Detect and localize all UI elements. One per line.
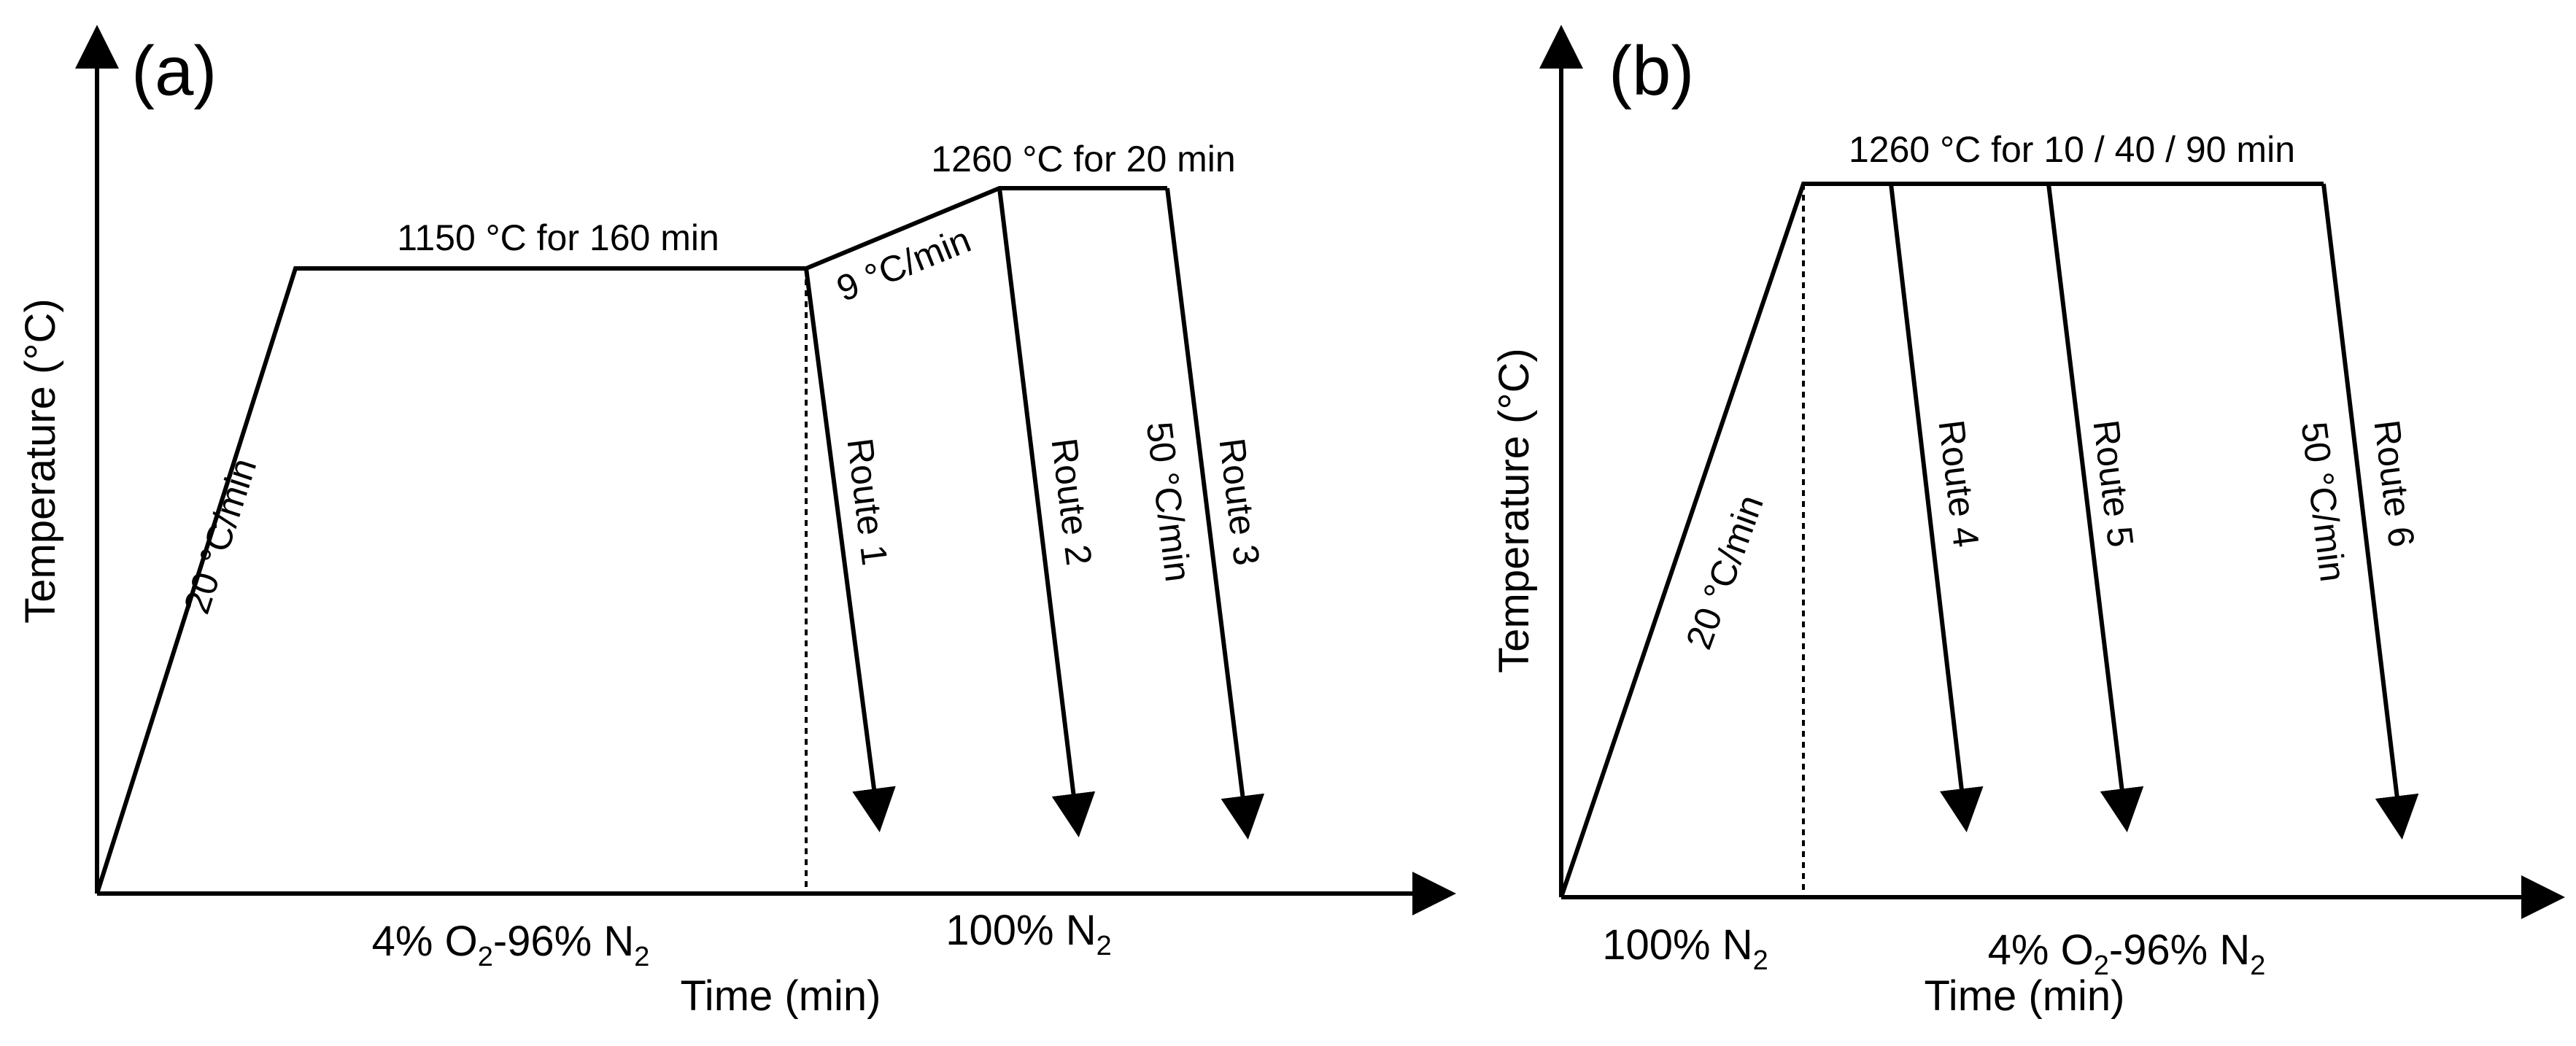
panel-a-route-2-label: Route 2 <box>1043 436 1099 568</box>
panel-a-x-axis-title: Time (min) <box>681 972 881 1020</box>
panel-b-route-5-label: Route 5 <box>2085 418 2141 550</box>
panel-b-route-6-label: Route 6 <box>2366 418 2422 550</box>
panel-a-label: (a) <box>131 32 217 110</box>
panel-b-hold-label: 1260 °C for 10 / 40 / 90 min <box>1849 129 2295 170</box>
panel-a-atmosphere-1: 4% O2-96% N2 <box>372 918 650 972</box>
panel-a-hold-1-label: 1150 °C for 160 min <box>397 217 719 258</box>
panel-b-route-4-label: Route 4 <box>1930 418 1987 550</box>
panel-a-ramp-rate-label: 9 °C/min <box>831 219 976 309</box>
panel-a-route-1-label: Route 1 <box>839 436 895 568</box>
panel-a-route-2-arrow <box>997 187 1096 837</box>
panel-b-route-4-arrow <box>1889 183 1984 832</box>
panel-b-x-axis-title: Time (min) <box>1925 972 2125 1020</box>
panel-b-temperature-profile <box>1559 182 2324 898</box>
panel-a-atmosphere-2: 100% N2 <box>945 907 1111 961</box>
panel-a-temperature-profile <box>95 186 1167 894</box>
panel-a-y-axis-title: Temperature (°C) <box>17 298 64 623</box>
panel-a-route-3-arrow <box>1165 187 1265 840</box>
panel-a-route-1-arrow <box>804 268 896 832</box>
panel-b-route-6-arrow <box>2321 183 2419 840</box>
panel-b-y-axis-title: Temperature (°C) <box>1490 348 1538 673</box>
panel-b: (b) Temperature (°C) Time (min) 20 °C/mi… <box>1490 25 2565 1020</box>
panel-b-atmosphere-2: 4% O2-96% N2 <box>1988 926 2266 981</box>
panel-b-label: (b) <box>1609 32 1694 110</box>
panel-a-route-3-label: Route 3 <box>1211 436 1267 568</box>
panel-a-cooling-rate-label: 50 °C/min <box>1139 419 1199 584</box>
panel-b-cooling-rate-label: 50 °C/min <box>2294 419 2353 584</box>
panel-a-heating-rate-label: 20 °C/min <box>176 453 264 619</box>
panel-b-route-5-arrow <box>2046 183 2144 832</box>
panel-a-hold-2-label: 1260 °C for 20 min <box>931 139 1235 179</box>
panel-b-atmosphere-1: 100% N2 <box>1602 921 1768 976</box>
panel-a: (a) Temperature (°C) Time (min) 20 °C/mi… <box>17 25 1456 1020</box>
